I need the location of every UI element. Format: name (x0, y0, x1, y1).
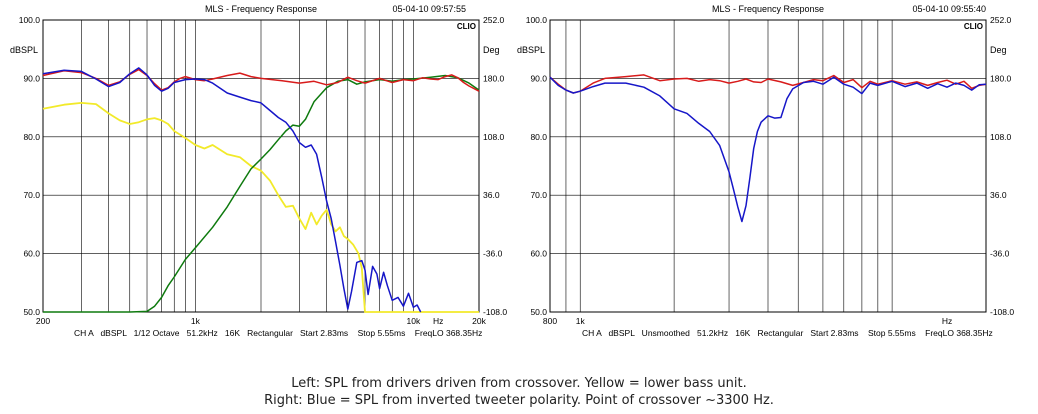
right-y2tick-label: 252.0 (990, 15, 1012, 25)
left-axis-labels: 50.0 60.0 70.0 80.0 90.0 100.0 -108.0 -36.0 36.0… (19, 15, 508, 326)
caption-line-2: Right: Blue = SPL from inverted tweeter … (264, 393, 774, 408)
left-ytick-label: 80.0 (23, 132, 40, 142)
right-ytick-label: 70.0 (530, 190, 547, 200)
right-red-curve (549, 74, 987, 94)
left-xtick-label: 20k (472, 316, 486, 326)
left-ylabel: dBSPL (10, 45, 38, 55)
left-grid (43, 20, 480, 312)
frequency-response-charts: 50.0 60.0 70.0 80.0 90.0 100.0 -108.0 -36.0 36.0… (10, 4, 1014, 338)
left-chart-panel: 50.0 60.0 70.0 80.0 90.0 100.0 -108.0 -36.0 36.0… (10, 4, 507, 338)
right-xtick-label: 800 (543, 316, 557, 326)
left-curves (42, 67, 480, 313)
left-footer: CH A dBSPL 1/12 Octave 51.2kHz 16K Recta… (74, 328, 482, 338)
left-ytick-label: 70.0 (23, 190, 40, 200)
right-y2tick-label: -36.0 (990, 249, 1010, 259)
right-xtick-label: 1k (576, 316, 586, 326)
left-y2tick-label: 108.0 (483, 132, 505, 142)
right-y2tick-label: 108.0 (990, 132, 1012, 142)
left-xtick-label: 10k (407, 316, 421, 326)
left-blue-curve (42, 67, 422, 313)
left-ytick-label: 90.0 (23, 73, 40, 83)
right-ytick-label: 100.0 (526, 15, 548, 25)
left-red-curve (42, 68, 480, 92)
left-y2tick-label: 252.0 (483, 15, 505, 25)
right-ytick-label: 80.0 (530, 132, 547, 142)
right-chart-timestamp: 05-04-10 09:55:40 (912, 4, 986, 14)
right-brand-logo: CLIO (964, 22, 983, 31)
right-xtick-label: Hz (942, 316, 952, 326)
caption-line-1: Left: SPL from drivers driven from cross… (291, 376, 747, 391)
left-y2tick-label: -108.0 (483, 307, 507, 317)
right-ytick-label: 90.0 (530, 73, 547, 83)
right-chart-title: MLS - Frequency Response (712, 4, 824, 14)
right-ytick-label: 60.0 (530, 249, 547, 259)
right-y2tick-label: 36.0 (990, 190, 1007, 200)
left-chart-title: MLS - Frequency Response (205, 4, 317, 14)
right-footer: CH A dBSPL Unsmoothed 51.2kHz 16K Rectan… (582, 328, 993, 338)
left-y2label: Deg (483, 45, 500, 55)
right-y2tick-label: -108.0 (990, 307, 1014, 317)
left-y2tick-label: 180.0 (483, 73, 505, 83)
right-ytick-label: 50.0 (530, 307, 547, 317)
left-xtick-label: Hz (433, 316, 443, 326)
left-brand-logo: CLIO (457, 22, 476, 31)
right-ylabel: dBSPL (517, 45, 545, 55)
right-grid (550, 20, 987, 312)
left-xtick-label: 1k (191, 316, 201, 326)
left-y2tick-label: -36.0 (483, 249, 503, 259)
right-curves (549, 74, 987, 223)
left-xtick-label: 200 (36, 316, 50, 326)
left-ytick-label: 100.0 (19, 15, 41, 25)
right-y2tick-label: 180.0 (990, 73, 1012, 83)
left-chart-timestamp: 05-04-10 09:57:55 (392, 4, 466, 14)
left-y2tick-label: 36.0 (483, 190, 500, 200)
right-blue-curve (549, 76, 987, 223)
right-y2label: Deg (990, 45, 1007, 55)
right-chart-panel: 50.0 60.0 70.0 80.0 90.0 100.0 -108.0 -36.0 36.0… (517, 4, 1014, 338)
left-ytick-label: 50.0 (23, 307, 40, 317)
left-ytick-label: 60.0 (23, 249, 40, 259)
right-axis-labels: 50.0 60.0 70.0 80.0 90.0 100.0 -108.0 -36.0 36.0… (526, 15, 1015, 326)
left-yellow-curve (42, 102, 479, 313)
